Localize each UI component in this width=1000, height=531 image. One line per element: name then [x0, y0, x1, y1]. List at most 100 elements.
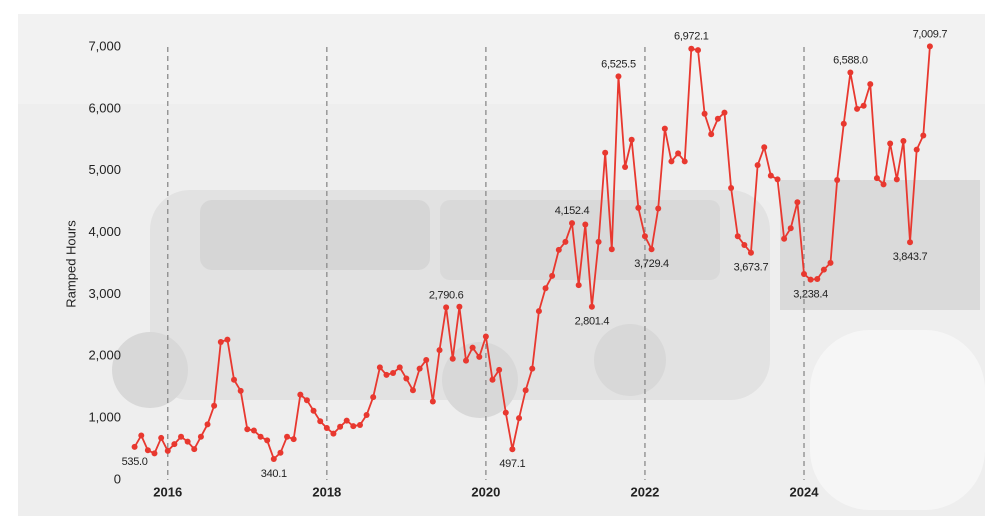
point — [257, 433, 264, 440]
point — [131, 443, 138, 450]
point — [217, 339, 224, 346]
point — [648, 246, 655, 253]
value-label: 3,238.4 — [793, 289, 828, 301]
point — [204, 421, 211, 428]
point — [509, 446, 516, 453]
point — [794, 199, 801, 206]
point — [231, 376, 238, 383]
value-label: 340.1 — [261, 468, 287, 480]
point — [854, 105, 861, 112]
point — [714, 115, 721, 122]
y-axis-label: Ramped Hours — [63, 220, 78, 308]
point — [787, 225, 794, 232]
point — [496, 366, 503, 373]
point — [197, 433, 204, 440]
point — [343, 417, 350, 424]
point — [416, 365, 423, 372]
value-label: 3,673.7 — [734, 262, 769, 274]
value-label: 7,009.7 — [913, 28, 948, 40]
point — [482, 333, 489, 340]
point — [615, 73, 622, 80]
point — [602, 149, 609, 156]
y-tick-label: 5,000 — [88, 162, 121, 177]
point — [270, 455, 277, 462]
point — [608, 246, 615, 253]
point — [522, 387, 529, 394]
point — [337, 423, 344, 430]
point — [469, 344, 476, 351]
y-tick-label: 1,000 — [88, 410, 121, 425]
point — [144, 447, 151, 454]
point — [701, 110, 708, 117]
y-tick-label: 2,000 — [88, 348, 121, 363]
point — [303, 397, 310, 404]
value-label: 3,729.4 — [634, 258, 669, 270]
point — [893, 176, 900, 183]
point — [244, 426, 251, 433]
point — [847, 69, 854, 76]
point — [463, 357, 470, 364]
point — [250, 427, 257, 434]
point — [429, 398, 436, 405]
point — [694, 47, 701, 54]
point — [310, 407, 317, 414]
point — [734, 233, 741, 240]
point — [774, 176, 781, 183]
point — [655, 205, 662, 212]
y-tick-label: 7,000 — [88, 38, 121, 53]
point — [356, 421, 363, 428]
point — [747, 249, 754, 256]
point — [860, 102, 867, 109]
point — [390, 369, 397, 376]
point — [675, 150, 682, 157]
x-tick-label: 2024 — [790, 484, 820, 499]
point — [350, 423, 357, 430]
point — [297, 391, 304, 398]
point — [622, 164, 629, 171]
point — [887, 140, 894, 147]
point — [376, 364, 383, 371]
point — [721, 109, 728, 116]
point — [920, 132, 927, 139]
point — [761, 144, 768, 151]
point — [403, 375, 410, 382]
point — [191, 446, 198, 453]
point — [741, 241, 748, 248]
point — [171, 441, 178, 448]
point — [542, 285, 549, 292]
point — [907, 239, 914, 246]
point — [502, 409, 509, 416]
point — [224, 336, 231, 343]
point — [913, 146, 920, 153]
point — [801, 271, 808, 278]
value-label: 535.0 — [122, 456, 148, 468]
point — [867, 81, 874, 88]
point — [708, 131, 715, 138]
x-tick-label: 2022 — [630, 484, 659, 499]
x-tick-label: 2020 — [471, 484, 500, 499]
point — [383, 371, 390, 378]
point — [489, 376, 496, 383]
point — [641, 233, 648, 240]
point — [754, 162, 761, 169]
point — [436, 347, 443, 354]
point — [840, 120, 847, 127]
y-tick-label: 3,000 — [88, 286, 121, 301]
background-photo — [18, 14, 985, 516]
point — [178, 433, 185, 440]
point — [290, 436, 297, 443]
point — [330, 430, 337, 437]
point — [184, 438, 191, 445]
point — [588, 303, 595, 310]
point — [284, 433, 291, 440]
x-tick-label: 2016 — [153, 484, 182, 499]
point — [834, 176, 841, 183]
point — [529, 365, 536, 372]
point — [456, 303, 463, 310]
point — [158, 434, 165, 441]
point — [138, 432, 145, 439]
value-label: 497.1 — [499, 458, 525, 470]
point — [164, 447, 171, 454]
point — [277, 449, 284, 456]
